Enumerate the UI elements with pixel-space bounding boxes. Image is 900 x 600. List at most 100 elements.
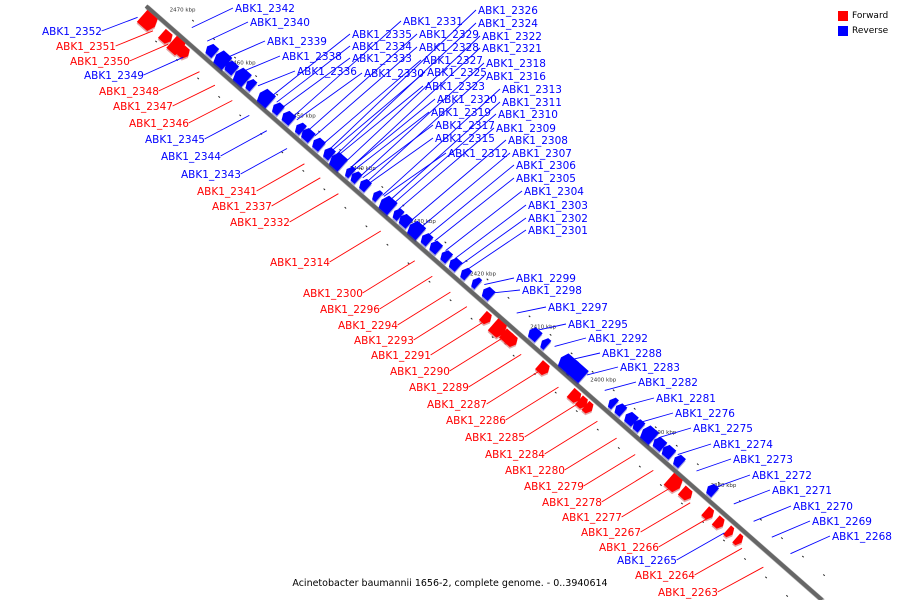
gene-label: ABK1_2267 (581, 527, 641, 539)
legend: Forward Reverse (838, 8, 888, 38)
gene-leader-line (226, 40, 266, 59)
gene-label: ABK1_2338 (282, 51, 342, 63)
forward-gene-glyph (723, 525, 735, 538)
reverse-gene-glyph (614, 403, 628, 417)
reverse-gene-glyph (632, 419, 646, 433)
gene-leader-line (790, 535, 831, 555)
gene-leader-line (388, 101, 501, 202)
axis-tick (654, 426, 657, 429)
gene-label: ABK1_2306 (516, 160, 576, 172)
gene-leader-line (336, 22, 477, 155)
gene-label: ABK1_2341 (197, 186, 257, 198)
reverse-gene-glyph (224, 60, 240, 76)
reverse-gene-glyph (301, 128, 316, 143)
reverse-gene-glyph (448, 257, 463, 272)
axis-tick (759, 518, 762, 521)
gene-label: ABK1_2281 (656, 393, 716, 405)
reverse-gene-glyph (440, 250, 454, 264)
gene-label: ABK1_2350 (70, 56, 130, 68)
reverse-gene-glyph (372, 190, 384, 203)
gene-label: ABK1_2349 (84, 70, 144, 82)
axis-tick (323, 188, 326, 191)
axis-tick (743, 557, 747, 561)
gene-label: ABK1_2312 (448, 148, 508, 160)
gene-leader-line (329, 230, 382, 263)
gene-leader-line (379, 275, 433, 310)
gene-label: ABK1_2291 (371, 350, 431, 362)
gene-leader-line (427, 164, 515, 236)
axis-tick (155, 40, 158, 43)
reverse-gene-glyph (344, 166, 357, 179)
gene-label: ABK1_2320 (437, 94, 497, 106)
axis-tick (381, 185, 384, 189)
genome-axis (144, 4, 824, 600)
gene-leader-line (257, 70, 296, 87)
reverse-gene-glyph (294, 122, 307, 136)
gene-leader-line (276, 45, 351, 103)
gene-leader-line (271, 177, 321, 207)
gene-label: ABK1_2279 (524, 481, 584, 493)
gene-label: ABK1_2285 (465, 432, 525, 444)
gene-leader-line (256, 163, 305, 192)
axis-tick (191, 19, 195, 22)
axis-tick (801, 555, 805, 558)
axis-tick (780, 537, 784, 540)
gene-label: ABK1_2351 (56, 41, 116, 53)
axis-tick (612, 389, 615, 392)
scale-tick-label: 2410 kbp (530, 325, 556, 331)
gene-leader-line (536, 323, 567, 331)
axis-tick (255, 75, 258, 78)
reverse-gene-glyph (359, 178, 372, 193)
legend-reverse: Reverse (838, 23, 888, 38)
axis-tick (822, 574, 826, 577)
gene-label: ABK1_2296 (320, 304, 380, 316)
gene-label: ABK1_2322 (482, 31, 542, 43)
gene-label: ABK1_2333 (352, 53, 412, 65)
gene-label: ABK1_2284 (485, 449, 545, 461)
gene-label: ABK1_2274 (713, 439, 773, 451)
gene-leader-line (658, 427, 692, 439)
gene-label: ABK1_2346 (129, 118, 189, 130)
gene-leader-line (413, 306, 468, 341)
scale-tick-label: 2440 kbp (350, 166, 376, 172)
gene-label: ABK1_2316 (486, 71, 546, 83)
forward-swatch (838, 10, 848, 21)
reverse-gene-glyph (566, 360, 589, 384)
gene-label: ABK1_2307 (512, 148, 572, 160)
reverse-gene-glyph (624, 411, 639, 427)
gene-leader-line (282, 57, 351, 108)
gene-label: ABK1_2287 (427, 399, 487, 411)
axis-tick (407, 262, 410, 265)
axis-tick (276, 93, 279, 96)
reverse-gene-glyph (392, 208, 405, 221)
gene-label: ABK1_2321 (482, 43, 542, 55)
forward-gene-glyph (487, 318, 507, 338)
reverse-gene-glyph (205, 43, 220, 59)
gene-leader-line (392, 113, 497, 205)
axis-tick (507, 296, 510, 299)
gene-leader-line (207, 21, 249, 42)
gene-label: ABK1_2352 (42, 26, 102, 38)
gene-label: ABK1_2272 (752, 470, 812, 482)
gene-label: ABK1_2282 (638, 377, 698, 389)
gene-leader-line (505, 386, 559, 421)
gene-label: ABK1_2344 (161, 151, 221, 163)
gene-leader-line (308, 33, 418, 131)
forward-gene-glyph (663, 472, 683, 493)
gene-label: ABK1_2337 (212, 201, 272, 213)
gene-label: ABK1_2263 (658, 587, 718, 599)
gene-label: ABK1_2275 (693, 423, 753, 435)
gene-label: ABK1_2280 (505, 465, 565, 477)
gene-leader-line (622, 397, 655, 407)
gene-leader-line (362, 124, 434, 179)
gene-leader-line (466, 229, 527, 270)
gene-leader-line (714, 474, 751, 488)
forward-gene-glyph (711, 515, 725, 529)
forward-gene-glyph (136, 9, 158, 31)
scale-tick-label: 2430 kbp (410, 219, 436, 225)
gene-leader-line (158, 71, 200, 92)
gene-label: ABK1_2305 (516, 173, 576, 185)
gene-leader-line (115, 30, 154, 47)
gene-leader-line (771, 520, 811, 538)
axis-tick (675, 444, 678, 447)
